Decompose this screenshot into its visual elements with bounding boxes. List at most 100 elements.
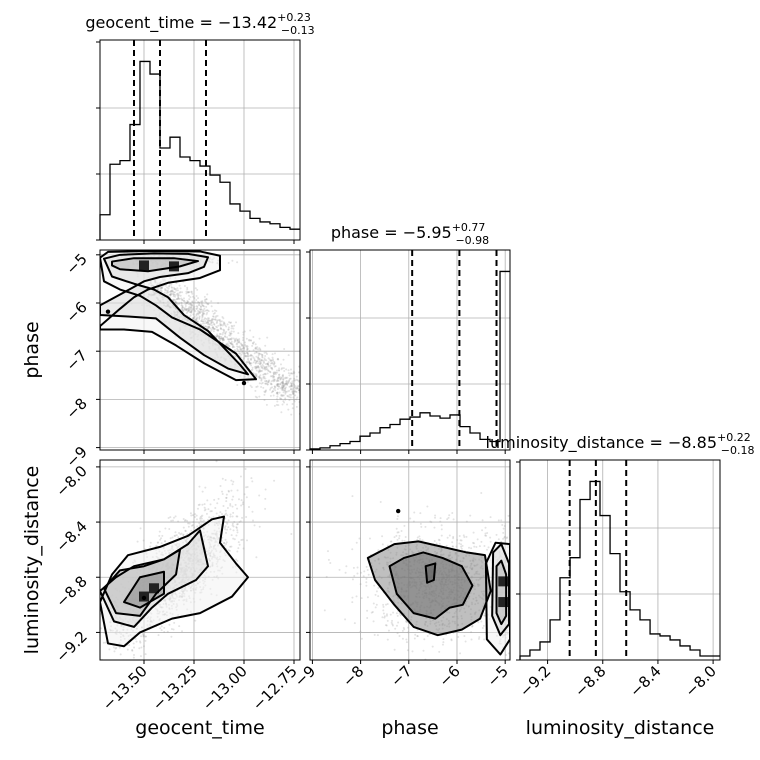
sample-point [242,333,245,336]
sample-point [450,638,453,641]
sample-point [252,361,255,364]
sample-point [272,374,275,377]
sample-point [226,338,229,341]
sample-point [413,511,416,514]
sample-point [251,510,254,513]
sample-point [218,332,221,335]
sample-point [238,350,241,353]
sample-point [503,536,506,539]
sample-point [188,522,191,525]
sample-point [255,374,258,377]
sample-point [296,387,299,390]
sample-point [246,348,249,351]
sample-point [292,396,295,399]
sample-point [226,528,229,531]
sample-point [285,380,288,383]
sample-point [204,325,207,328]
sample-point [270,391,273,394]
sample-point [104,641,107,644]
sample-point [386,638,389,641]
sample-point [197,503,200,506]
sample-point [288,379,291,382]
sample-point [366,568,369,571]
sample-point [382,609,385,612]
sample-point [252,341,255,344]
sample-point [236,550,239,553]
sample-point [292,379,295,382]
sample-point [451,512,454,515]
sample-point [204,309,207,312]
sample-point [274,389,277,392]
sample-point [221,492,224,495]
sample-point [272,375,275,378]
sample-point [484,614,487,617]
sample-point [108,648,111,651]
sample-point [224,525,227,528]
sample-point [237,332,240,335]
sample-point [163,626,166,629]
sample-point [182,518,185,521]
sample-point [225,512,228,515]
sample-point [225,325,228,328]
sample-point [250,386,253,389]
sample-point [264,507,267,510]
sample-point [217,319,220,322]
sample-point [273,479,276,482]
sample-point [159,538,162,541]
sample-point [233,345,236,348]
sample-point [161,534,164,537]
pair-panel-geocent_time-phase [96,249,301,454]
sample-point [451,545,454,548]
sample-point [269,371,272,374]
sample-point [556,550,558,552]
sample-point [242,352,245,355]
sample-point [254,372,257,375]
sample-point [230,337,233,340]
sample-point [207,325,210,328]
sample-point [258,352,261,355]
sample-point [264,377,267,380]
sample-point [280,393,283,396]
sample-point [285,382,288,385]
sample-point [231,498,234,501]
sample-point [199,305,202,308]
sample-point [207,310,210,313]
sample-point [195,314,198,317]
sample-point [283,389,286,392]
sample-point [404,536,407,539]
sample-point [251,366,254,369]
sample-point [198,522,201,525]
sample-point [258,376,261,379]
sample-point [276,358,279,361]
sample-point [223,544,226,547]
sample-point [198,304,201,307]
sample-point [280,377,283,380]
sample-point [90,645,92,647]
sample-point [164,288,167,291]
sample-point [263,399,266,402]
sample-point [413,637,416,640]
sample-point [422,649,425,652]
sample-point [95,658,97,660]
sample-point [245,486,248,489]
sample-point [275,369,278,372]
sample-point [371,611,374,614]
sample-point [169,516,172,519]
sample-point [426,505,429,508]
sample-point [263,367,266,370]
sample-point [177,295,180,298]
sample-point [259,349,262,352]
sample-point [484,532,487,535]
sample-point [195,308,198,311]
sample-point [503,524,506,527]
sample-point [261,355,264,358]
sample-point [219,320,222,323]
pair-panel-phase-luminosity_distance [306,459,558,664]
sample-point [445,544,448,547]
sample-point [523,640,525,642]
sample-point [241,344,244,347]
sample-point [265,380,268,383]
sample-point [389,540,392,543]
sample-point [338,568,341,571]
sample-point [232,480,235,483]
